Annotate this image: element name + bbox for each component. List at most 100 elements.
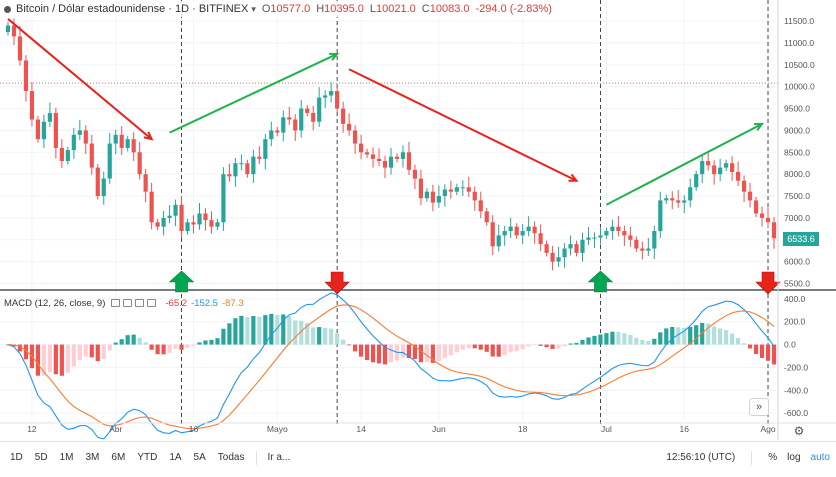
candles[interactable] bbox=[5, 18, 777, 271]
symbol-title[interactable]: Bitcoin / Dólar estadounidense · 1D · BI… bbox=[16, 3, 249, 15]
histogram-bar bbox=[197, 342, 202, 345]
candle-body bbox=[502, 231, 507, 236]
histogram-bar bbox=[239, 315, 244, 345]
histogram-bar bbox=[730, 333, 735, 345]
scroll-to-realtime-button[interactable]: » bbox=[749, 398, 769, 416]
symbol-header[interactable]: Bitcoin / Dólar estadounidense · 1D · BI… bbox=[4, 1, 562, 17]
histogram-bar bbox=[694, 325, 699, 345]
histogram-bar bbox=[598, 334, 603, 345]
histogram-bar bbox=[759, 344, 765, 358]
histogram-bar bbox=[269, 313, 274, 345]
histogram-bar bbox=[185, 344, 190, 348]
candle-body bbox=[197, 213, 202, 225]
candle-body bbox=[442, 189, 447, 197]
utc-clock[interactable]: 12:56:10 (UTC) bbox=[666, 452, 736, 463]
histogram-bar bbox=[35, 344, 41, 376]
candle-body bbox=[688, 187, 693, 201]
candle-body bbox=[622, 231, 627, 236]
histogram-bar bbox=[287, 316, 292, 345]
price-tick-label: 5500.0 bbox=[784, 279, 810, 289]
settings-icon[interactable] bbox=[123, 299, 133, 307]
candle-body bbox=[29, 91, 35, 120]
histogram-bar bbox=[490, 344, 495, 357]
range-ytd-button[interactable]: YTD bbox=[137, 452, 158, 463]
macd-title[interactable]: MACD (12, 26, close, 9) bbox=[4, 297, 106, 309]
candle-body bbox=[616, 226, 621, 232]
eye-icon[interactable] bbox=[111, 299, 121, 307]
candle-body bbox=[221, 174, 226, 223]
histogram-bar bbox=[735, 338, 741, 345]
histogram-bar bbox=[418, 344, 424, 363]
axes: 11500.0 11000.0 10500.0 10000.0 9500.0 9000.0… bbox=[0, 0, 836, 440]
candle-body bbox=[412, 169, 418, 179]
candle-body bbox=[35, 119, 41, 140]
histogram-bar bbox=[17, 344, 23, 352]
trend-arrow-line bbox=[348, 68, 577, 182]
macd-histogram-value: -65.2 bbox=[165, 297, 188, 309]
candle-body bbox=[759, 213, 765, 218]
range-6m-button[interactable]: 6M bbox=[111, 452, 126, 463]
range-1m-button[interactable]: 1M bbox=[59, 452, 74, 463]
candle-body bbox=[406, 152, 412, 170]
range-1a-button[interactable]: 1A bbox=[169, 452, 182, 463]
histogram-bar bbox=[317, 327, 322, 345]
candle-body bbox=[448, 189, 453, 192]
candle-body bbox=[335, 91, 340, 109]
percent-scale-button[interactable]: % bbox=[768, 452, 778, 463]
goto-date-button[interactable]: Ir a... bbox=[267, 452, 291, 463]
time-tick-label: 14 bbox=[356, 424, 366, 434]
range-all-button[interactable]: Todas bbox=[217, 452, 245, 463]
histogram-bar bbox=[65, 344, 70, 373]
candle-body bbox=[215, 222, 220, 227]
signal-line bbox=[7, 304, 775, 430]
macd-tick-label: -600.0 bbox=[784, 408, 808, 418]
candle-body bbox=[317, 97, 322, 122]
candle-body bbox=[263, 139, 268, 159]
histogram-bar bbox=[53, 344, 58, 375]
histogram-bar bbox=[628, 334, 633, 345]
histogram-bar bbox=[400, 344, 406, 358]
chevron-down-icon[interactable]: ▾ bbox=[251, 3, 256, 14]
candle-body bbox=[556, 257, 561, 262]
histogram-bar bbox=[83, 344, 88, 357]
histogram-bar bbox=[496, 344, 501, 357]
range-3m-button[interactable]: 3M bbox=[85, 452, 100, 463]
histogram-bar bbox=[376, 344, 382, 364]
macd-legend[interactable]: MACD (12, 26, close, 9) -65.2 -152.5 -87… bbox=[4, 296, 244, 310]
range-1d-button[interactable]: 1D bbox=[10, 452, 23, 463]
candle-body bbox=[526, 226, 531, 232]
trend-arrow-line bbox=[169, 53, 338, 134]
histogram-bar bbox=[95, 344, 100, 362]
log-scale-button[interactable]: log bbox=[787, 452, 801, 463]
histogram-bar bbox=[682, 327, 687, 345]
histogram-bar bbox=[149, 344, 154, 350]
bottom-toolbar: 1D 5D 1M 3M 6M YTD 1A 5A Todas Ir a... 1… bbox=[0, 441, 836, 473]
histogram-bar bbox=[586, 337, 591, 345]
histogram-bar bbox=[59, 344, 64, 376]
range-5a-button[interactable]: 5A bbox=[193, 452, 206, 463]
histogram-bar bbox=[592, 335, 597, 345]
auto-scale-button[interactable]: auto bbox=[810, 452, 830, 463]
price-tick-label: 11000.0 bbox=[784, 38, 814, 48]
candle-body bbox=[59, 147, 64, 162]
candle-body bbox=[364, 152, 370, 155]
close-icon[interactable] bbox=[135, 299, 145, 307]
histogram-bar bbox=[568, 343, 573, 345]
trend-arrow-head bbox=[329, 52, 340, 61]
candle-body bbox=[652, 231, 657, 249]
range-5d-button[interactable]: 5D bbox=[34, 452, 48, 463]
candle-body bbox=[586, 237, 591, 240]
candle-body bbox=[741, 180, 747, 192]
price-tick-label: 11500.0 bbox=[784, 16, 814, 26]
more-icon[interactable] bbox=[147, 299, 157, 307]
candle-body bbox=[269, 130, 274, 140]
candle-body bbox=[718, 167, 723, 175]
candle-body bbox=[424, 191, 430, 199]
gear-icon[interactable]: ⚙ bbox=[793, 424, 805, 438]
histogram-bar bbox=[137, 337, 142, 345]
candle-body bbox=[341, 108, 346, 124]
candle-body bbox=[508, 226, 513, 232]
histogram-bar bbox=[257, 316, 262, 345]
